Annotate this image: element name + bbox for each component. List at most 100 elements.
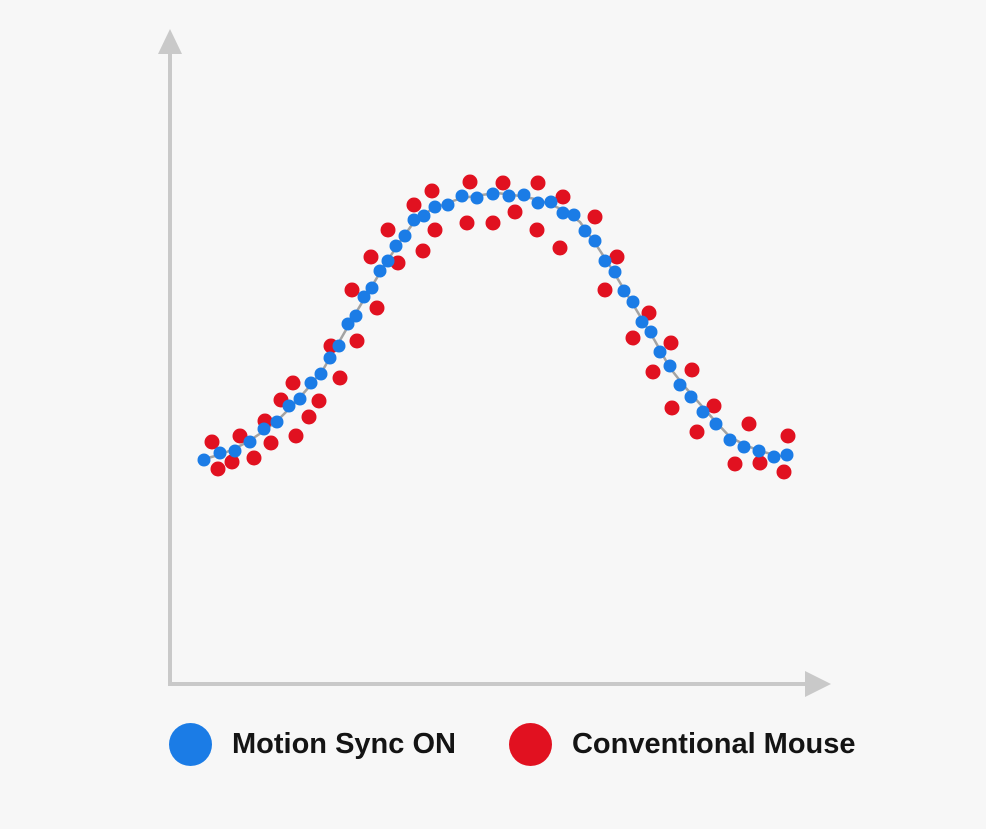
data-point-red — [224, 454, 240, 470]
data-point-red — [587, 209, 603, 225]
data-point-blue — [332, 339, 346, 353]
data-point-red — [363, 249, 379, 265]
legend: Motion Sync ON Conventional Mouse — [169, 722, 856, 766]
data-point-blue — [544, 195, 558, 209]
data-point-red — [462, 174, 478, 190]
data-point-blue — [381, 254, 395, 268]
data-point-blue — [304, 376, 318, 390]
data-point-red — [609, 249, 625, 265]
data-point-red — [246, 450, 262, 466]
legend-item-motion-sync: Motion Sync ON — [169, 722, 456, 766]
data-point-red — [529, 222, 545, 238]
data-point-blue — [270, 415, 284, 429]
data-point-blue — [598, 254, 612, 268]
series-motion-sync — [197, 187, 794, 467]
data-point-blue — [257, 422, 271, 436]
data-point-blue — [608, 265, 622, 279]
data-point-red — [780, 428, 796, 444]
data-point-blue — [323, 351, 337, 365]
data-point-blue — [470, 191, 484, 205]
data-point-red — [664, 400, 680, 416]
data-point-red — [663, 335, 679, 351]
axes — [158, 29, 831, 697]
data-point-blue — [197, 453, 211, 467]
data-point-red — [776, 464, 792, 480]
data-point-red — [332, 370, 348, 386]
data-point-blue — [441, 198, 455, 212]
data-point-red — [555, 189, 571, 205]
data-point-blue — [780, 448, 794, 462]
x-axis-arrow-icon — [805, 671, 831, 697]
legend-label-conventional-mouse: Conventional Mouse — [571, 727, 856, 760]
data-point-red — [645, 364, 661, 380]
data-point-red — [507, 204, 523, 220]
data-point-blue — [752, 444, 766, 458]
data-point-red — [706, 398, 722, 414]
data-point-blue — [635, 315, 649, 329]
data-point-red — [424, 183, 440, 199]
legend-item-conventional-mouse: Conventional Mouse — [508, 722, 856, 766]
data-point-red — [344, 282, 360, 298]
data-point-blue — [588, 234, 602, 248]
data-point-blue — [737, 440, 751, 454]
data-point-red — [495, 175, 511, 191]
data-point-red — [210, 461, 226, 477]
data-point-blue — [696, 405, 710, 419]
data-point-red — [597, 282, 613, 298]
data-point-blue — [228, 444, 242, 458]
data-point-red — [625, 330, 641, 346]
data-point-red — [752, 455, 768, 471]
data-point-red — [369, 300, 385, 316]
data-point-blue — [709, 417, 723, 431]
data-point-red — [406, 197, 422, 213]
data-point-blue — [365, 281, 379, 295]
data-point-blue — [556, 206, 570, 220]
legend-label-motion-sync: Motion Sync ON — [232, 727, 456, 760]
data-point-blue — [282, 399, 296, 413]
data-point-blue — [644, 325, 658, 339]
data-point-red — [459, 215, 475, 231]
data-point-red — [301, 409, 317, 425]
data-point-blue — [428, 200, 442, 214]
data-point-blue — [626, 295, 640, 309]
data-point-red — [485, 215, 501, 231]
data-point-red — [727, 456, 743, 472]
data-point-blue — [243, 435, 257, 449]
data-point-blue — [349, 309, 363, 323]
series-conventional-mouse — [204, 174, 796, 480]
data-point-red — [530, 175, 546, 191]
data-point-blue — [517, 188, 531, 202]
data-point-blue — [314, 367, 328, 381]
data-point-red — [232, 428, 248, 444]
data-point-blue — [767, 450, 781, 464]
data-point-blue — [398, 229, 412, 243]
data-point-blue — [723, 433, 737, 447]
trend-line — [202, 191, 790, 461]
data-point-red — [552, 240, 568, 256]
data-point-blue — [373, 264, 387, 278]
data-point-blue — [341, 317, 355, 331]
data-point-blue — [673, 378, 687, 392]
data-point-blue — [617, 284, 631, 298]
data-point-blue — [486, 187, 500, 201]
data-point-red — [311, 393, 327, 409]
data-point-blue — [417, 209, 431, 223]
data-point-red — [204, 434, 220, 450]
data-point-blue — [567, 208, 581, 222]
data-point-blue — [407, 213, 421, 227]
data-point-blue — [357, 290, 371, 304]
data-point-blue — [213, 446, 227, 460]
data-point-red — [263, 435, 279, 451]
legend-swatch-blue-icon — [169, 722, 212, 766]
data-point-red — [380, 222, 396, 238]
data-point-blue — [389, 239, 403, 253]
data-point-blue — [531, 196, 545, 210]
data-point-blue — [502, 189, 516, 203]
data-point-blue — [578, 224, 592, 238]
data-point-red — [684, 362, 700, 378]
data-point-blue — [293, 392, 307, 406]
data-point-red — [288, 428, 304, 444]
data-point-red — [427, 222, 443, 238]
data-point-blue — [663, 359, 677, 373]
